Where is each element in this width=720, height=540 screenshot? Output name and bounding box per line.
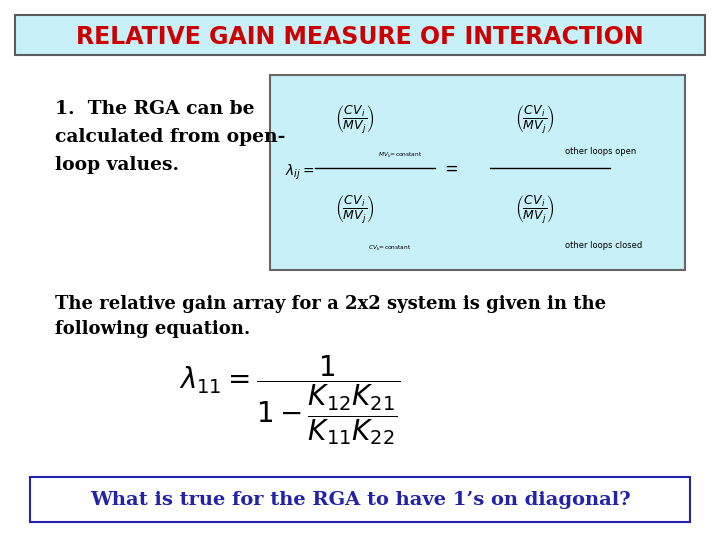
Text: $\left(\dfrac{CV_i}{MV_j}\right)$: $\left(\dfrac{CV_i}{MV_j}\right)$ <box>335 194 375 226</box>
FancyBboxPatch shape <box>30 477 690 522</box>
Text: What is true for the RGA to have 1’s on diagonal?: What is true for the RGA to have 1’s on … <box>90 491 630 509</box>
Text: ${}_{MV_k\!=\!\mathrm{constant}}$: ${}_{MV_k\!=\!\mathrm{constant}}$ <box>378 150 423 160</box>
Text: $\left(\dfrac{CV_i}{MV_j}\right)$: $\left(\dfrac{CV_i}{MV_j}\right)$ <box>335 104 375 136</box>
Text: $\lambda_{11} = \dfrac{1}{1 - \dfrac{K_{12}K_{21}}{K_{11}K_{22}}}$: $\lambda_{11} = \dfrac{1}{1 - \dfrac{K_{… <box>179 353 401 447</box>
Text: 1.  The RGA can be
calculated from open-
loop values.: 1. The RGA can be calculated from open- … <box>55 100 285 173</box>
Text: The relative gain array for a 2x2 system is given in the
following equation.: The relative gain array for a 2x2 system… <box>55 295 606 338</box>
Text: other loops open: other loops open <box>565 147 636 157</box>
FancyBboxPatch shape <box>270 75 685 270</box>
Text: $=$: $=$ <box>441 159 459 177</box>
FancyBboxPatch shape <box>15 15 705 55</box>
Text: ${}_{CV_k\!=\!\mathrm{constant}}$: ${}_{CV_k\!=\!\mathrm{constant}}$ <box>368 243 411 253</box>
Text: $\left(\dfrac{CV_i}{MV_j}\right)$: $\left(\dfrac{CV_i}{MV_j}\right)$ <box>515 194 555 226</box>
Text: other loops closed: other loops closed <box>565 240 642 249</box>
Text: RELATIVE GAIN MEASURE OF INTERACTION: RELATIVE GAIN MEASURE OF INTERACTION <box>76 25 644 49</box>
Text: $\left(\dfrac{CV_i}{MV_j}\right)$: $\left(\dfrac{CV_i}{MV_j}\right)$ <box>515 104 555 136</box>
Text: $\lambda_{ij}=$: $\lambda_{ij}=$ <box>285 163 315 181</box>
